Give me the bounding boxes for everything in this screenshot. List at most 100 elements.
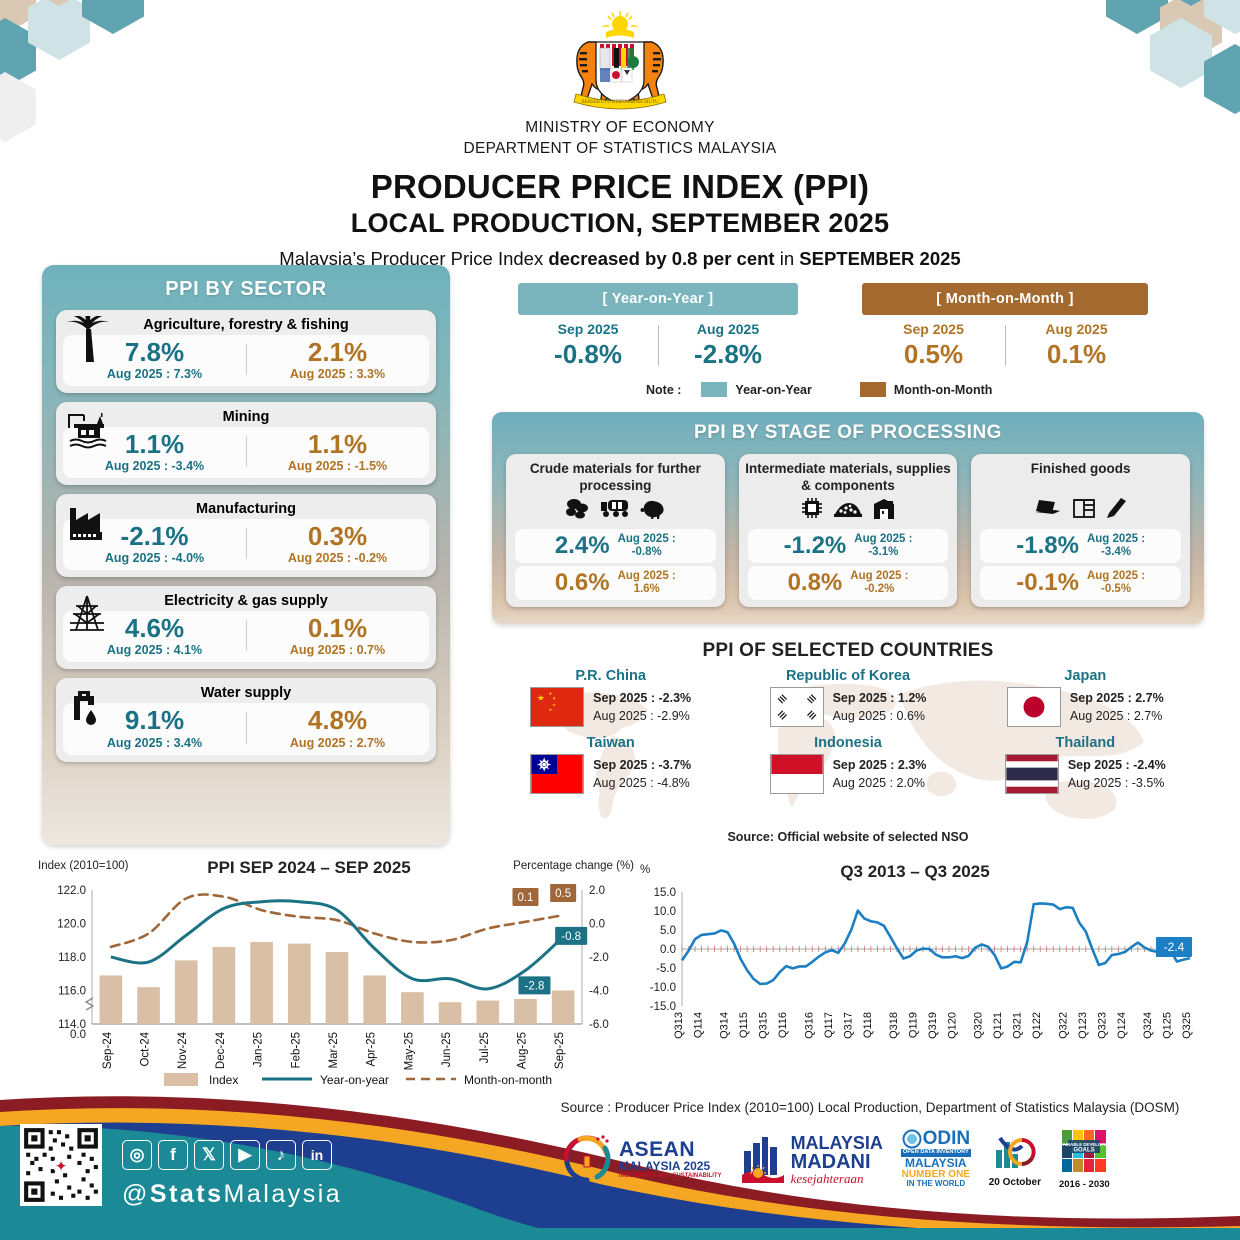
- chart2-ylabel: %: [640, 864, 651, 876]
- madani-line1: MALAYSIA: [790, 1132, 883, 1153]
- country-previous: Aug 2025 : 2.0%: [832, 776, 926, 790]
- country-current: Sep 2025 : 1.2%: [832, 690, 927, 705]
- country-china[interactable]: P.R. China Sep 2025 : -2.3%: [492, 668, 729, 727]
- chart2-canvas: 15.0 10.0 5.0 0.0 -5.0 -10.0 -15.0 -2.4 Q313 Q114…: [650, 887, 1193, 1039]
- linkedin-icon[interactable]: in: [302, 1140, 332, 1170]
- handle-rest: Malaysia: [223, 1180, 343, 1208]
- sector-yoy-value: 9.1%: [124, 705, 185, 736]
- hari-statistik-negara-logo: 20 October: [989, 1130, 1041, 1188]
- poultry-icon: [640, 500, 664, 519]
- country-thailand[interactable]: Thailand Sep 2025 : -2.4% Aug 2025 : -3.…: [967, 735, 1204, 794]
- madani-towers-icon: [741, 1137, 784, 1183]
- svg-text:Q125: Q125: [1161, 1012, 1173, 1039]
- headline-statement: Malaysia’s Producer Price Index decrease…: [0, 248, 1240, 270]
- kpi-legend: Note : Year-on-Year Month-on-Month: [646, 382, 992, 397]
- odin-line5: IN THE WORLD: [906, 1179, 966, 1189]
- kpi-mom-current-value: 0.5%: [903, 339, 964, 369]
- sector-card-mining[interactable]: Mining 1.1% Aug 2025 : -3.4% 1.1% Aug 20…: [56, 402, 436, 486]
- svg-text:0.0: 0.0: [70, 1029, 86, 1041]
- legend-label-mom: Month-on-Month: [893, 382, 993, 397]
- stage-card-crude-materials[interactable]: Crude materials for further processing: [506, 454, 725, 607]
- stage-card-finished-goods[interactable]: Finished goods: [971, 454, 1191, 607]
- odin-malaysia-logo: ODIN OPEN DATA INVENTORY MALAYSIA NUMBER…: [900, 1129, 971, 1189]
- svg-text:Q313: Q313: [673, 1012, 685, 1039]
- chart2-title: Q3 2013 – Q3 2025: [840, 862, 990, 881]
- svg-text:Aug-25: Aug-25: [516, 1032, 528, 1069]
- sector-yoy-value: -2.1%: [120, 521, 189, 552]
- x-icon[interactable]: 𝕏: [194, 1140, 224, 1170]
- sector-yoy-prev: Aug 2025 : 3.4%: [106, 735, 203, 750]
- country-korea[interactable]: Republic of Korea: [729, 668, 966, 727]
- kpi-yoy-current-value: -0.8%: [554, 339, 622, 369]
- sector-mom-prev: Aug 2025 : -0.2%: [287, 551, 388, 566]
- headline-emphasis-1: decreased by 0.8 per cent: [548, 248, 775, 270]
- sector-card-agriculture[interactable]: Agriculture, forestry & fishing 7.8% Aug…: [56, 310, 436, 394]
- svg-text:Q322: Q322: [1057, 1012, 1069, 1039]
- svg-text:Q318: Q318: [888, 1012, 900, 1039]
- svg-text:Jun-25: Jun-25: [441, 1032, 453, 1067]
- svg-text:Q120: Q120: [947, 1012, 959, 1039]
- sector-name: Manufacturing: [196, 501, 296, 518]
- sector-name: Agriculture, forestry & fishing: [143, 317, 349, 333]
- svg-text:Q122: Q122: [1031, 1012, 1043, 1039]
- odin-globe-icon: [902, 1129, 922, 1149]
- svg-text:Q116: Q116: [777, 1012, 789, 1038]
- stage-yoy-value: -1.8%: [1016, 532, 1079, 559]
- sector-yoy-cell: -2.1% Aug 2025 : -4.0%: [63, 521, 246, 566]
- country-japan[interactable]: Japan Sep 2025 : 2.7% Aug 2025 : 2.7%: [967, 668, 1204, 727]
- youtube-icon[interactable]: ▶: [230, 1140, 260, 1170]
- country-indonesia[interactable]: Indonesia Sep 2025 : 2.3% Aug 2025 : 2.0…: [729, 735, 966, 794]
- facebook-icon[interactable]: f: [158, 1140, 188, 1170]
- palm-tree-icon: [66, 316, 110, 362]
- coal-icon: [566, 499, 589, 519]
- odin-line3: MALAYSIA: [905, 1156, 967, 1171]
- country-name: Thailand: [1055, 735, 1116, 751]
- kpi-mom-previous-label: Aug 2025: [1045, 321, 1108, 337]
- svg-text:-6.0: -6.0: [589, 1019, 609, 1031]
- country-previous: Aug 2025 : 2.7%: [1069, 709, 1163, 723]
- headline-mid: in: [774, 248, 800, 270]
- svg-text:Q325: Q325: [1181, 1012, 1193, 1039]
- stage-card-intermediate-materials[interactable]: Intermediate materials, supplies & compo…: [738, 454, 958, 607]
- country-previous: Aug 2025 : -4.8%: [593, 776, 690, 790]
- sector-mom-prev: Aug 2025 : 0.7%: [289, 643, 386, 658]
- odin-line4: NUMBER ONE: [901, 1168, 970, 1180]
- svg-text:0.1: 0.1: [517, 892, 533, 904]
- sector-card-water[interactable]: Water supply 9.1% Aug 2025 : 3.4% 4.8% A…: [56, 678, 436, 762]
- sector-card-electricity[interactable]: Electricity & gas supply 4.6% Aug 2025 :…: [56, 586, 436, 670]
- oil-rig-icon: [68, 413, 107, 449]
- gravel-icon: [834, 503, 862, 517]
- stage-mom-row: 0.6% Aug 2025 : 1.6%: [515, 566, 716, 600]
- flag-china: [530, 687, 585, 727]
- svg-text:-15.0: -15.0: [650, 1001, 676, 1013]
- ministry-line-1: MINISTRY OF ECONOMY: [525, 119, 715, 136]
- svg-text:0.5: 0.5: [555, 888, 571, 900]
- stage-yoy-prev: Aug 2025 : -3.4%: [1086, 532, 1146, 558]
- country-taiwan[interactable]: Taiwan: [492, 735, 729, 794]
- madani-line2: MADANI: [790, 1150, 871, 1173]
- svg-text:SUSTAINABLE DEVELOPMENT: SUSTAINABLE DEVELOPMENT: [1060, 1142, 1108, 1147]
- sector-mom-cell: 2.1% Aug 2025 : 3.3%: [246, 337, 429, 381]
- sdg-malaysia-logo: SUSTAINABLE DEVELOPMENT GOALS 2016 - 203…: [1052, 1128, 1117, 1190]
- country-name: Taiwan: [586, 735, 635, 751]
- instagram-icon[interactable]: ◎: [122, 1140, 152, 1170]
- chart1-canvas: 122.0120.0118.0116.0114.00.02.00.0-2.0-4…: [57, 884, 609, 1087]
- svg-text:2.0: 2.0: [589, 885, 605, 897]
- svg-text:122.0: 122.0: [57, 885, 86, 897]
- stage-yoy-value: 2.4%: [554, 532, 610, 559]
- laptop-icon: [1035, 500, 1061, 514]
- svg-text:Year-on-year: Year-on-year: [320, 1073, 389, 1087]
- page-subtitle-period: LOCAL PRODUCTION, SEPTEMBER 2025: [350, 208, 890, 239]
- svg-text:Q119: Q119: [907, 1012, 919, 1038]
- svg-text:Q319: Q319: [927, 1012, 939, 1039]
- sector-name: Water supply: [200, 685, 292, 702]
- country-name: Japan: [1064, 668, 1107, 684]
- handle-bold: Stats: [149, 1180, 224, 1208]
- sector-card-manufacturing[interactable]: Manufacturing -2.1% Aug 2025 : -4.0% 0.3…: [56, 494, 436, 578]
- svg-text:✦: ✦: [55, 1159, 67, 1175]
- sector-name: Electricity & gas supply: [164, 593, 328, 610]
- svg-text:120.0: 120.0: [57, 919, 86, 931]
- tiktok-icon[interactable]: ♪: [266, 1140, 296, 1170]
- qr-code[interactable]: ✦: [20, 1124, 102, 1206]
- asean-line1: ASEAN: [619, 1138, 696, 1161]
